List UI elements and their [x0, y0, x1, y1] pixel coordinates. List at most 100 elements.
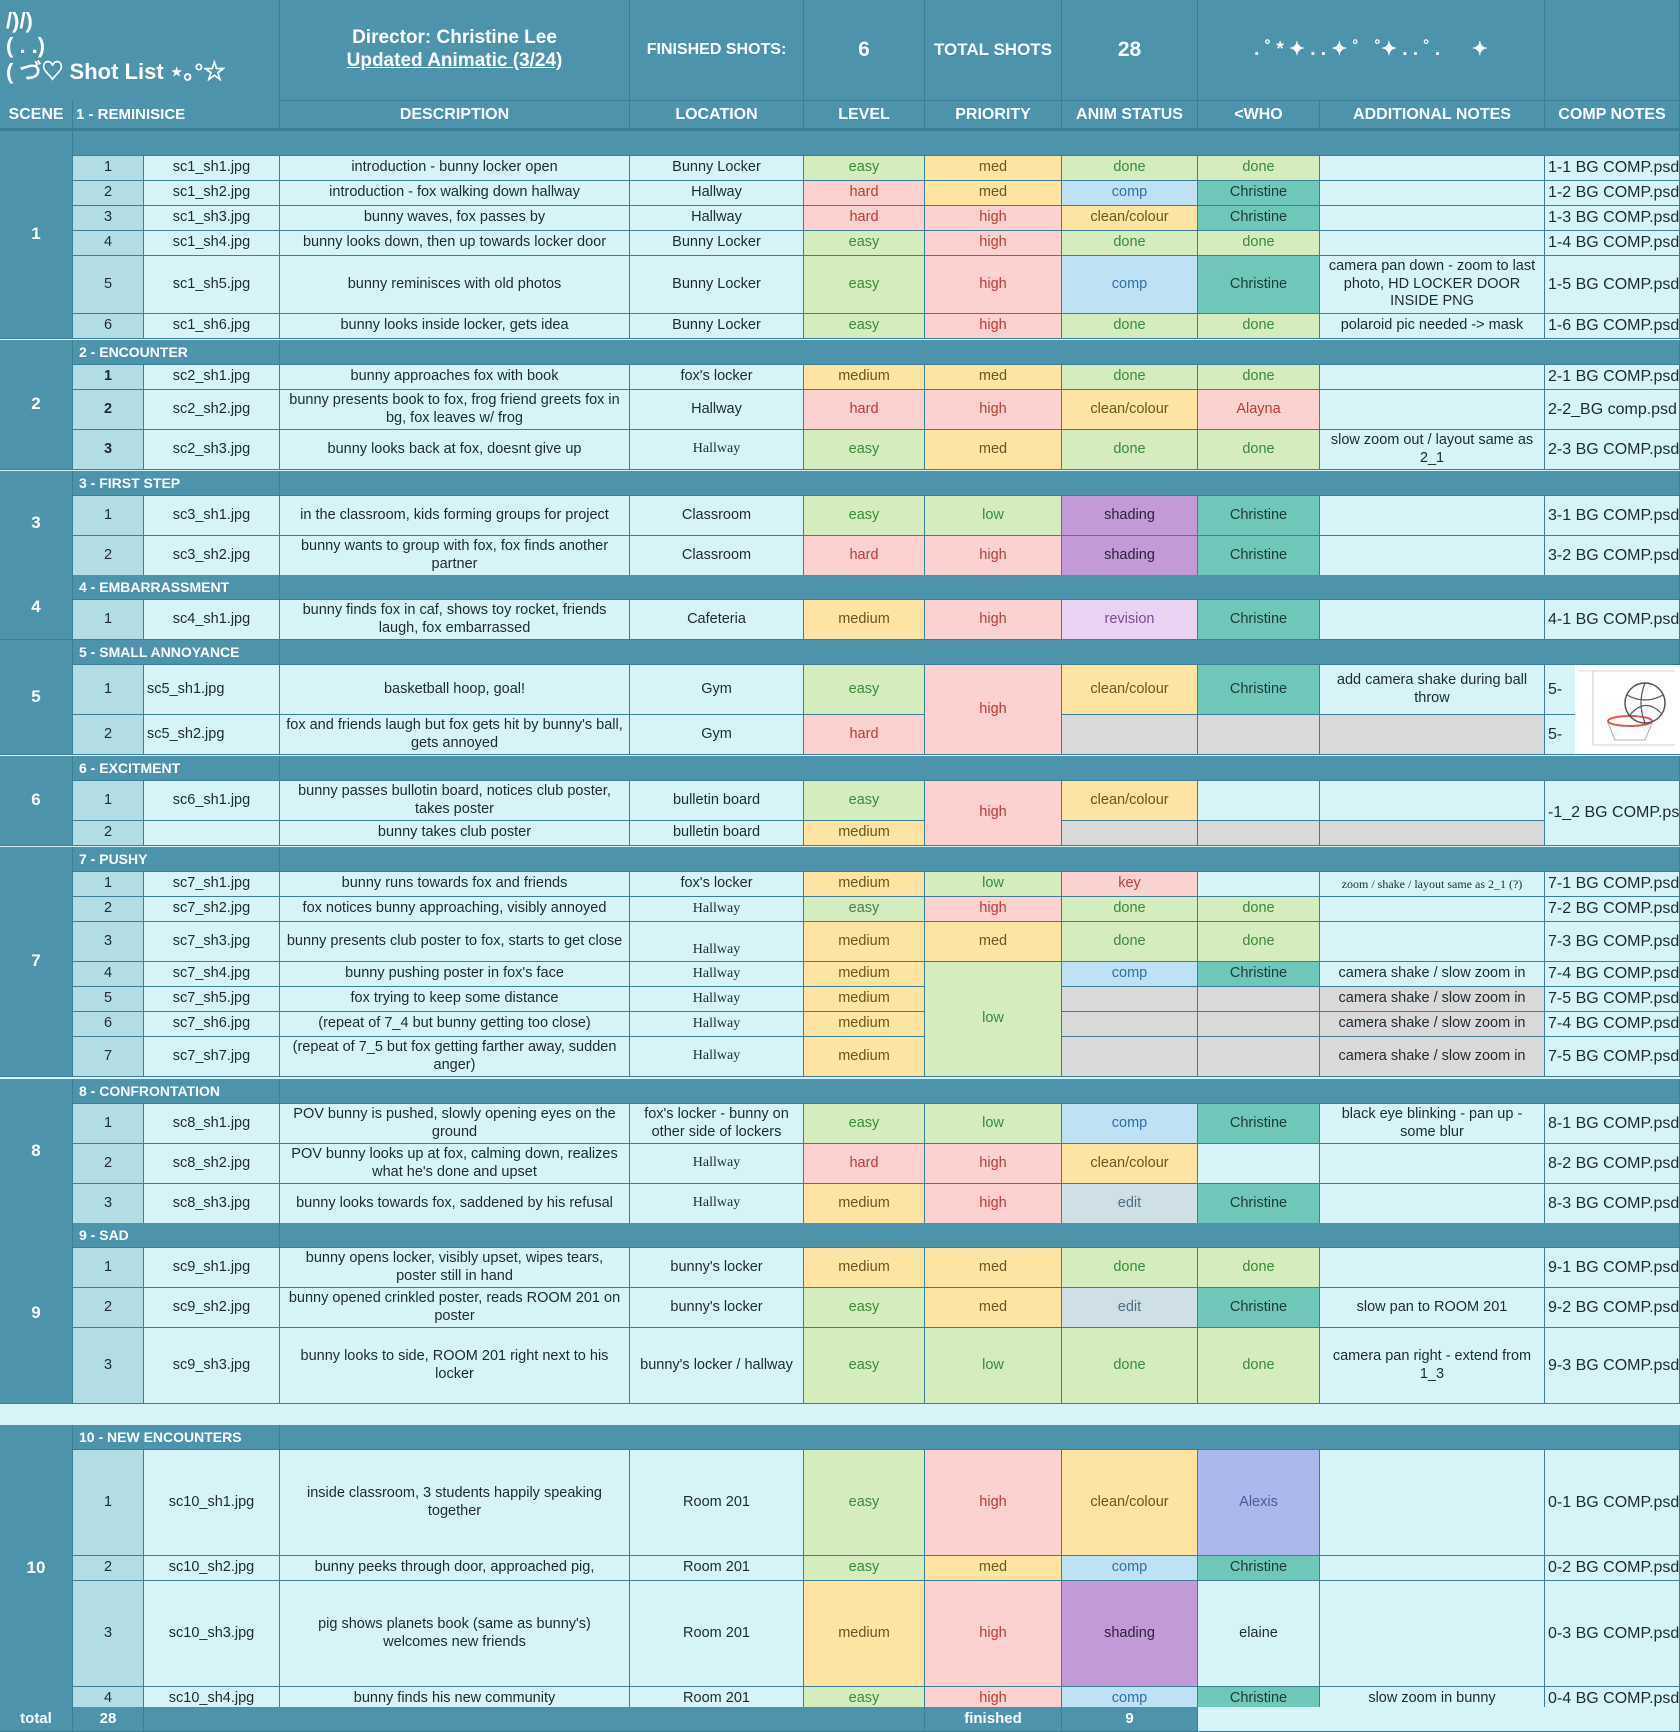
shot-number[interactable]: 2: [73, 715, 144, 755]
shot-level[interactable]: medium: [804, 872, 925, 897]
shot-level[interactable]: medium: [804, 1581, 925, 1687]
shot-description[interactable]: bunny runs towards fox and friends: [280, 872, 630, 897]
shot-location[interactable]: Cafeteria: [630, 600, 804, 640]
shot-file[interactable]: sc7_sh5.jpg: [144, 987, 280, 1012]
shot-location[interactable]: fox's locker - bunny on other side of lo…: [630, 1104, 804, 1144]
shot-comp-notes[interactable]: 3-2 BG COMP.psd: [1545, 536, 1680, 576]
scene-number[interactable]: 2: [0, 340, 73, 470]
shot-location[interactable]: bunny's locker / hallway: [630, 1328, 804, 1404]
shot-comp-notes[interactable]: 4-1 BG COMP.psd: [1545, 600, 1680, 640]
shot-location[interactable]: Hallway: [630, 962, 804, 987]
shot-who[interactable]: [1198, 781, 1320, 821]
shot-description[interactable]: bunny wants to group with fox, fox finds…: [280, 536, 630, 576]
shot-anim-status[interactable]: shading: [1062, 536, 1198, 576]
shot-description[interactable]: POV bunny looks up at fox, calming down,…: [280, 1144, 630, 1184]
shot-level[interactable]: hard: [804, 181, 925, 206]
shot-who[interactable]: [1198, 1037, 1320, 1077]
shot-level[interactable]: easy: [804, 1104, 925, 1144]
shot-who[interactable]: done: [1198, 231, 1320, 256]
shot-level[interactable]: medium: [804, 922, 925, 962]
shot-number[interactable]: 5: [73, 987, 144, 1012]
shot-who[interactable]: Christine: [1198, 206, 1320, 231]
shot-who[interactable]: [1198, 1144, 1320, 1184]
shot-file[interactable]: sc6_sh1.jpg: [144, 781, 280, 821]
shot-additional-notes[interactable]: [1320, 897, 1545, 922]
scene-number[interactable]: 3: [0, 471, 73, 576]
shot-location[interactable]: Hallway: [630, 1184, 804, 1224]
shot-who[interactable]: done: [1198, 365, 1320, 390]
shot-description[interactable]: bunny presents club poster to fox, start…: [280, 922, 630, 962]
shot-comp-notes[interactable]: 2-1 BG COMP.psd: [1545, 365, 1680, 390]
shot-location[interactable]: Hallway: [630, 987, 804, 1012]
shot-file[interactable]: sc2_sh2.jpg: [144, 390, 280, 430]
col-priority[interactable]: PRIORITY: [925, 101, 1062, 131]
shot-anim-status[interactable]: clean/colour: [1062, 1450, 1198, 1556]
shot-who[interactable]: done: [1198, 922, 1320, 962]
shot-file[interactable]: sc7_sh3.jpg: [144, 922, 280, 962]
shot-comp-notes[interactable]: 1-2 BG COMP.psd: [1545, 181, 1680, 206]
shot-comp-notes[interactable]: 8-1 BG COMP.psd: [1545, 1104, 1680, 1144]
shot-additional-notes[interactable]: [1320, 390, 1545, 430]
shot-description[interactable]: bunny looks to side, ROOM 201 right next…: [280, 1328, 630, 1404]
shot-who[interactable]: Christine: [1198, 181, 1320, 206]
shot-anim-status[interactable]: comp: [1062, 1556, 1198, 1581]
shot-who[interactable]: Christine: [1198, 600, 1320, 640]
col-location[interactable]: LOCATION: [630, 101, 804, 131]
shot-anim-status[interactable]: edit: [1062, 1184, 1198, 1224]
shot-anim-status[interactable]: comp: [1062, 1104, 1198, 1144]
shot-anim-status[interactable]: key: [1062, 872, 1198, 897]
shot-description[interactable]: inside classroom, 3 students happily spe…: [280, 1450, 630, 1556]
shot-anim-status[interactable]: comp: [1062, 181, 1198, 206]
shot-additional-notes[interactable]: [1320, 1556, 1545, 1581]
shot-comp-notes[interactable]: 1-3 BG COMP.psd: [1545, 206, 1680, 231]
col-level[interactable]: LEVEL: [804, 101, 925, 131]
shot-additional-notes[interactable]: polaroid pic needed -> mask: [1320, 314, 1545, 339]
shot-file[interactable]: sc5_sh2.jpg: [144, 715, 280, 755]
finished-shots-value[interactable]: 6: [804, 0, 925, 101]
shot-who[interactable]: Christine: [1198, 1556, 1320, 1581]
shot-priority[interactable]: low: [925, 872, 1062, 897]
shot-additional-notes[interactable]: [1320, 821, 1545, 846]
shot-description[interactable]: bunny waves, fox passes by: [280, 206, 630, 231]
shot-file[interactable]: sc7_sh7.jpg: [144, 1037, 280, 1077]
shot-number[interactable]: 2: [73, 536, 144, 576]
shot-who[interactable]: [1198, 715, 1320, 755]
shot-comp-notes[interactable]: 0-2 BG COMP.psd: [1545, 1556, 1680, 1581]
shot-file[interactable]: sc8_sh2.jpg: [144, 1144, 280, 1184]
shot-additional-notes[interactable]: [1320, 206, 1545, 231]
col-comp-notes[interactable]: COMP NOTES: [1545, 101, 1680, 131]
shot-level[interactable]: easy: [804, 1556, 925, 1581]
shot-comp-notes[interactable]: 9-3 BG COMP.psd: [1545, 1328, 1680, 1404]
shot-priority[interactable]: med: [925, 430, 1062, 470]
shot-file[interactable]: sc2_sh3.jpg: [144, 430, 280, 470]
shot-anim-status[interactable]: done: [1062, 1328, 1198, 1404]
shot-comp-notes[interactable]: 2-2_BG comp.psd: [1545, 390, 1680, 430]
shot-anim-status[interactable]: revision: [1062, 600, 1198, 640]
shot-who[interactable]: done: [1198, 156, 1320, 181]
shot-who[interactable]: Christine: [1198, 1288, 1320, 1328]
shot-location[interactable]: Hallway: [630, 430, 804, 470]
shot-file[interactable]: sc3_sh1.jpg: [144, 496, 280, 536]
col-who[interactable]: <WHO: [1198, 101, 1320, 131]
shot-level[interactable]: medium: [804, 1037, 925, 1077]
shot-level[interactable]: easy: [804, 256, 925, 314]
shot-priority[interactable]: high: [925, 536, 1062, 576]
shot-level[interactable]: medium: [804, 962, 925, 987]
shot-who[interactable]: elaine: [1198, 1581, 1320, 1687]
shot-additional-notes[interactable]: [1320, 181, 1545, 206]
shot-number[interactable]: 1: [73, 1450, 144, 1556]
shot-location[interactable]: fox's locker: [630, 872, 804, 897]
scene-number[interactable]: 8: [0, 1079, 73, 1224]
shot-additional-notes[interactable]: [1320, 1248, 1545, 1288]
shot-additional-notes[interactable]: black eye blinking - pan up - some blur: [1320, 1104, 1545, 1144]
shot-priority[interactable]: high: [925, 256, 1062, 314]
shot-additional-notes[interactable]: [1320, 231, 1545, 256]
shot-additional-notes[interactable]: camera shake / slow zoom in: [1320, 987, 1545, 1012]
shot-comp-notes[interactable]: 2-3 BG COMP.psd: [1545, 430, 1680, 470]
shot-level[interactable]: hard: [804, 390, 925, 430]
shot-anim-status[interactable]: done: [1062, 365, 1198, 390]
shot-number[interactable]: 3: [73, 430, 144, 470]
shot-level[interactable]: easy: [804, 897, 925, 922]
shot-comp-notes[interactable]: 9-2 BG COMP.psd: [1545, 1288, 1680, 1328]
shot-location[interactable]: bulletin board: [630, 781, 804, 821]
